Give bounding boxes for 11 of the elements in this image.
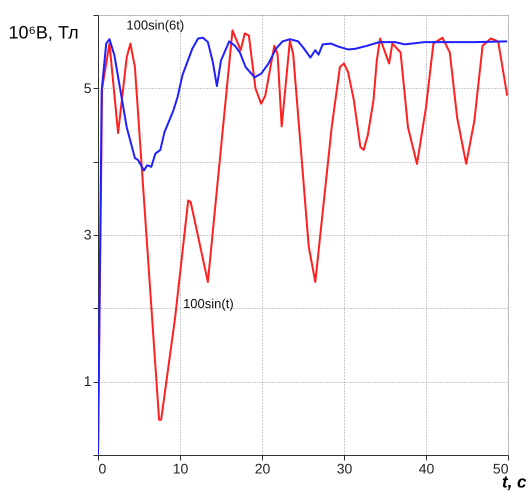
- x-tick-label: 10: [172, 460, 188, 476]
- y-tick-label: 1: [84, 373, 92, 390]
- y-axis-title: 10⁶B, Тл: [8, 22, 79, 42]
- annotation: 100sin(t): [183, 296, 234, 311]
- x-tick-label: 20: [254, 460, 270, 476]
- y-tick-label: 5: [84, 80, 92, 96]
- y-tick-label: 3: [84, 226, 92, 242]
- x-tick-label: 0: [98, 460, 106, 476]
- annotation: 100sin(6t): [126, 18, 184, 33]
- x-tick-label: 30: [336, 460, 352, 476]
- x-tick-label: 40: [418, 460, 434, 476]
